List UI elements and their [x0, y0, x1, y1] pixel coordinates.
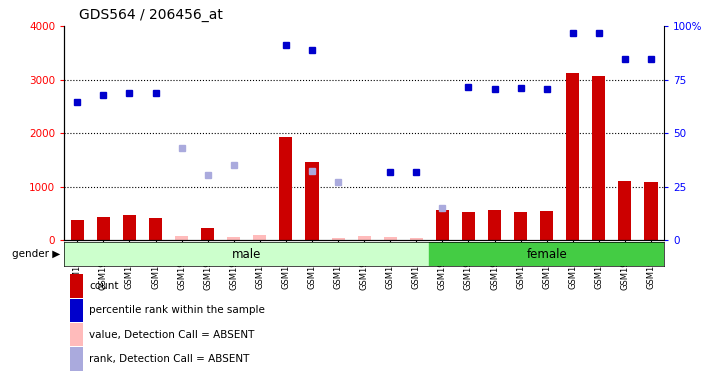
Text: female: female	[526, 248, 567, 261]
Bar	[540, 211, 553, 240]
Bar	[331, 238, 345, 240]
Text: gender ▶: gender ▶	[12, 249, 61, 259]
Bar	[383, 237, 397, 240]
Bar	[71, 220, 84, 240]
Text: value, Detection Call = ABSENT: value, Detection Call = ABSENT	[89, 330, 255, 340]
Bar	[227, 237, 241, 240]
Bar	[175, 236, 188, 240]
Bar	[566, 73, 579, 240]
Bar	[429, 242, 664, 266]
Text: percentile rank within the sample: percentile rank within the sample	[89, 305, 266, 315]
FancyBboxPatch shape	[70, 274, 84, 298]
Bar	[593, 76, 605, 240]
FancyBboxPatch shape	[70, 298, 84, 322]
Bar	[306, 162, 318, 240]
Bar	[358, 236, 371, 240]
FancyBboxPatch shape	[70, 323, 84, 346]
Bar	[436, 210, 449, 240]
Text: count: count	[89, 281, 119, 291]
Bar	[645, 182, 658, 240]
Bar	[462, 212, 475, 240]
Bar	[488, 210, 501, 240]
Bar	[410, 238, 423, 240]
Bar	[123, 215, 136, 240]
Text: GDS564 / 206456_at: GDS564 / 206456_at	[79, 9, 223, 22]
FancyBboxPatch shape	[70, 347, 84, 371]
Text: rank, Detection Call = ABSENT: rank, Detection Call = ABSENT	[89, 354, 250, 364]
Bar	[201, 228, 214, 240]
Bar	[618, 181, 631, 240]
Bar	[253, 235, 266, 240]
Bar	[514, 211, 527, 240]
Bar	[97, 217, 110, 240]
Bar	[279, 137, 293, 240]
Bar	[149, 217, 162, 240]
Text: male: male	[232, 248, 261, 261]
Bar	[64, 242, 429, 266]
